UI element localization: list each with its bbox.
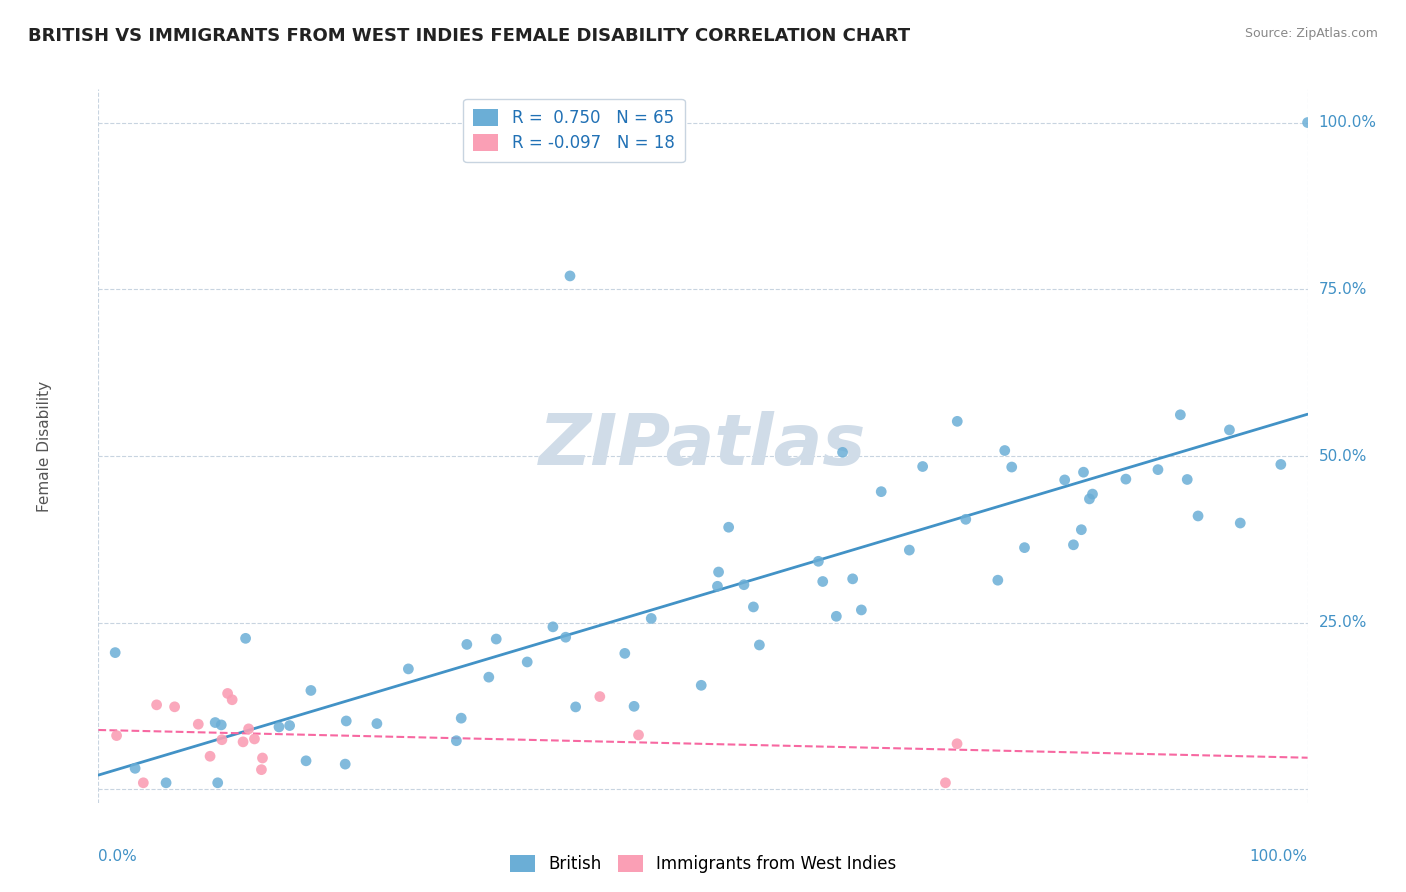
Point	[232, 735, 254, 749]
Point	[187, 717, 209, 731]
Point	[1218, 423, 1240, 437]
Point	[825, 609, 848, 624]
Point	[613, 646, 636, 660]
Point	[209, 718, 232, 732]
Point	[204, 715, 226, 730]
Point	[145, 698, 167, 712]
Point	[994, 443, 1017, 458]
Point	[541, 620, 564, 634]
Point	[295, 754, 318, 768]
Point	[690, 678, 713, 692]
Point	[243, 731, 266, 746]
Point	[554, 630, 576, 644]
Point	[1078, 491, 1101, 506]
Point	[748, 638, 770, 652]
Point	[278, 718, 301, 732]
Point	[1170, 408, 1192, 422]
Point	[396, 662, 419, 676]
Point	[1270, 458, 1292, 472]
Point	[911, 459, 934, 474]
Point	[1296, 115, 1319, 129]
Point	[238, 722, 260, 736]
Point	[450, 711, 472, 725]
Point	[707, 565, 730, 579]
Point	[831, 445, 853, 459]
Legend: British, Immigrants from West Indies: British, Immigrants from West Indies	[503, 848, 903, 880]
Point	[207, 776, 229, 790]
Point	[1187, 508, 1209, 523]
Point	[706, 579, 728, 593]
Point	[733, 578, 755, 592]
Point	[623, 699, 645, 714]
Point	[1229, 516, 1251, 530]
Point	[335, 714, 357, 728]
Text: BRITISH VS IMMIGRANTS FROM WEST INDIES FEMALE DISABILITY CORRELATION CHART: BRITISH VS IMMIGRANTS FROM WEST INDIES F…	[28, 27, 910, 45]
Point	[217, 686, 239, 700]
Point	[335, 757, 357, 772]
Text: 75.0%: 75.0%	[1319, 282, 1367, 297]
Point	[946, 414, 969, 428]
Point	[104, 646, 127, 660]
Text: 0.0%: 0.0%	[98, 849, 138, 864]
Point	[934, 776, 956, 790]
Point	[516, 655, 538, 669]
Point	[250, 763, 273, 777]
Point	[1081, 487, 1104, 501]
Point	[851, 603, 873, 617]
Point	[807, 554, 830, 568]
Legend: R =  0.750   N = 65, R = -0.097   N = 18: R = 0.750 N = 65, R = -0.097 N = 18	[464, 99, 685, 162]
Point	[221, 692, 243, 706]
Point	[198, 749, 221, 764]
Point	[163, 699, 186, 714]
Text: ZIPatlas: ZIPatlas	[540, 411, 866, 481]
Text: Female Disability: Female Disability	[37, 380, 52, 512]
Point	[1073, 465, 1095, 479]
Point	[1070, 523, 1092, 537]
Point	[627, 728, 650, 742]
Point	[1062, 538, 1084, 552]
Point	[1147, 462, 1170, 476]
Point	[132, 776, 155, 790]
Point	[211, 732, 233, 747]
Point	[558, 268, 581, 283]
Point	[456, 637, 478, 651]
Point	[870, 484, 893, 499]
Point	[1175, 473, 1198, 487]
Point	[742, 599, 765, 614]
Point	[589, 690, 612, 704]
Text: 100.0%: 100.0%	[1319, 115, 1376, 130]
Point	[366, 716, 388, 731]
Point	[446, 733, 468, 747]
Point	[252, 751, 274, 765]
Text: 25.0%: 25.0%	[1319, 615, 1367, 631]
Point	[1014, 541, 1036, 555]
Point	[811, 574, 834, 589]
Point	[299, 683, 322, 698]
Point	[955, 512, 977, 526]
Point	[1053, 473, 1076, 487]
Point	[1001, 460, 1024, 475]
Text: Source: ZipAtlas.com: Source: ZipAtlas.com	[1244, 27, 1378, 40]
Point	[564, 700, 586, 714]
Point	[841, 572, 863, 586]
Point	[898, 543, 921, 558]
Point	[946, 737, 969, 751]
Text: 50.0%: 50.0%	[1319, 449, 1367, 464]
Point	[124, 761, 146, 775]
Point	[987, 573, 1010, 587]
Point	[640, 611, 662, 625]
Point	[105, 729, 128, 743]
Point	[267, 720, 290, 734]
Point	[485, 632, 508, 646]
Text: 100.0%: 100.0%	[1250, 849, 1308, 864]
Point	[155, 776, 177, 790]
Point	[235, 632, 257, 646]
Point	[478, 670, 501, 684]
Point	[717, 520, 740, 534]
Point	[1115, 472, 1137, 486]
